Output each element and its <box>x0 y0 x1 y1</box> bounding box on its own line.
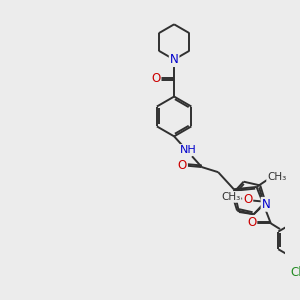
Text: CH₃: CH₃ <box>221 192 241 202</box>
Text: O: O <box>151 72 160 85</box>
Text: O: O <box>247 216 256 229</box>
Text: Cl: Cl <box>291 266 300 279</box>
Text: NH: NH <box>180 145 197 155</box>
Text: O: O <box>243 193 252 206</box>
Text: N: N <box>262 198 270 211</box>
Text: O: O <box>178 159 187 172</box>
Text: CH₃: CH₃ <box>267 172 286 182</box>
Text: N: N <box>170 53 178 66</box>
